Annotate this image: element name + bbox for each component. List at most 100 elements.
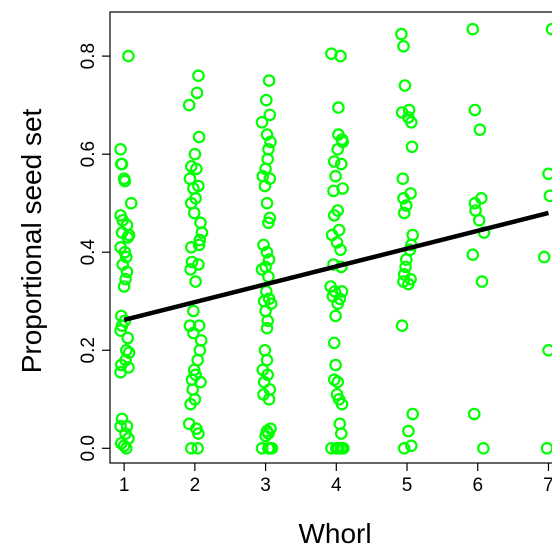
data-point xyxy=(192,130,206,144)
data-point xyxy=(124,196,138,210)
data-point xyxy=(395,27,408,41)
data-point xyxy=(195,226,209,239)
y-axis-title: Proportional seed set xyxy=(16,108,47,373)
data-point xyxy=(255,263,269,276)
data-point xyxy=(475,275,489,288)
data-point xyxy=(467,407,481,421)
data-point xyxy=(335,397,349,411)
data-point xyxy=(194,375,207,389)
x-tick-label: 3 xyxy=(260,475,271,496)
data-point xyxy=(122,49,135,63)
data-point xyxy=(192,69,205,82)
data-point xyxy=(473,123,487,136)
data-point xyxy=(327,336,341,350)
data-point xyxy=(194,216,207,230)
data-point xyxy=(542,344,552,357)
data-point xyxy=(405,140,419,154)
data-point xyxy=(191,441,204,455)
data-point xyxy=(399,260,412,274)
x-axis: 1 2 3 4 5 6 7 xyxy=(119,463,552,496)
data-point xyxy=(115,157,128,171)
data-point xyxy=(477,441,490,455)
data-point xyxy=(265,441,279,455)
data-point xyxy=(540,442,552,455)
data-point xyxy=(262,427,275,440)
data-point xyxy=(466,22,480,36)
data-point xyxy=(335,285,349,298)
data-point xyxy=(397,441,411,455)
data-point xyxy=(402,103,416,117)
y-tick-label: 0.8 xyxy=(78,43,99,69)
data-point xyxy=(114,324,127,337)
x-tick-label: 6 xyxy=(472,475,483,496)
data-point xyxy=(330,236,344,249)
data-point xyxy=(334,243,347,257)
x-tick-label: 7 xyxy=(543,475,552,496)
data-point xyxy=(397,206,411,220)
data-point xyxy=(121,231,134,244)
data-point xyxy=(261,368,274,382)
data-point xyxy=(327,155,341,168)
data-point xyxy=(398,79,412,92)
x-tick-label: 2 xyxy=(190,475,201,496)
x-tick-label: 1 xyxy=(119,475,130,496)
data-point xyxy=(402,424,415,438)
regression-line xyxy=(123,210,550,323)
data-point xyxy=(542,167,552,181)
data-point xyxy=(396,172,410,185)
data-point xyxy=(329,169,342,183)
data-point xyxy=(331,375,344,389)
y-tick-label: 0.4 xyxy=(78,239,99,266)
data-point xyxy=(118,174,132,188)
data-point xyxy=(329,358,342,372)
y-axis: 0.0 0.2 0.4 0.6 0.8 xyxy=(78,43,110,462)
data-point xyxy=(262,216,275,230)
data-point xyxy=(262,74,276,87)
data-point xyxy=(117,439,131,453)
data-point xyxy=(259,93,273,107)
data-point xyxy=(119,272,132,286)
data-point xyxy=(397,192,410,205)
data-point xyxy=(189,275,202,288)
data-point xyxy=(258,179,272,193)
data-point xyxy=(115,358,128,372)
data-point xyxy=(192,427,205,440)
data-point xyxy=(334,49,347,63)
data-point xyxy=(334,157,348,171)
data-point xyxy=(404,116,418,129)
data-point xyxy=(260,245,274,259)
data-point xyxy=(260,196,274,210)
data-point xyxy=(402,277,415,291)
data-point xyxy=(194,334,208,347)
data-point xyxy=(255,116,269,129)
data-point xyxy=(331,143,344,156)
data-point xyxy=(545,22,552,36)
x-axis-title: Whorl xyxy=(298,518,371,548)
data-point xyxy=(395,319,409,332)
data-point xyxy=(187,304,200,318)
data-point xyxy=(257,238,270,252)
data-point xyxy=(474,192,488,205)
data-point xyxy=(264,135,277,149)
data-point xyxy=(184,263,197,276)
data-point xyxy=(182,98,196,112)
data-point xyxy=(261,314,274,328)
data-point xyxy=(332,101,345,114)
data-point xyxy=(336,182,349,195)
data-point xyxy=(184,397,197,411)
data-point xyxy=(117,280,131,293)
data-point xyxy=(120,441,133,455)
data-point xyxy=(334,427,348,440)
data-point xyxy=(187,206,201,220)
data-point xyxy=(193,233,207,247)
data-point xyxy=(327,209,341,222)
data-point xyxy=(192,238,206,252)
data-point xyxy=(260,128,274,141)
data-point xyxy=(399,253,413,266)
plot-border xyxy=(109,11,552,464)
x-tick-label: 5 xyxy=(402,475,413,496)
data-point xyxy=(258,343,272,357)
data-point xyxy=(466,248,480,261)
data-point xyxy=(185,441,198,455)
